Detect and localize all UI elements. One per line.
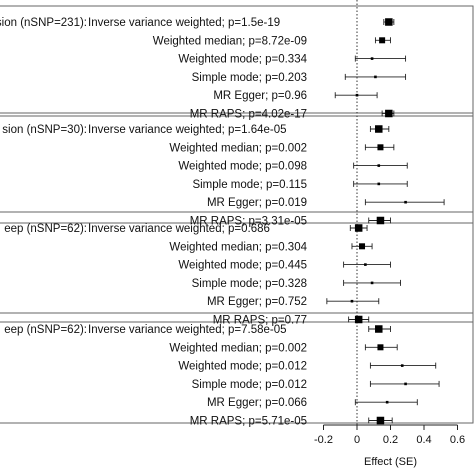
row-label: MR Egger; p=0.019: [207, 197, 307, 209]
point-estimate: [359, 243, 366, 250]
point-estimate: [376, 416, 385, 425]
row-label: Inverse variance weighted; p=1.64e-05: [88, 124, 287, 136]
point-estimate: [404, 200, 407, 204]
point-estimate: [379, 37, 386, 44]
point-estimate: [376, 216, 385, 225]
row-label: MR Egger; p=0.752: [207, 296, 307, 308]
point-estimate: [404, 382, 407, 386]
group-label-3: eep (nSNP=62):: [4, 223, 87, 235]
row-label: Weighted mode; p=0.334: [178, 54, 307, 66]
group-frame-4: [0, 312, 474, 424]
row-label: Inverse variance weighted; p=7.58e-05: [88, 324, 287, 336]
row-label: Weighted mode; p=0.445: [178, 260, 307, 272]
row-label: Weighted median; p=0.002: [169, 142, 307, 154]
row-label: MR RAPS; p=5.71e-05: [190, 416, 307, 428]
row-label: MR Egger; p=0.066: [207, 397, 307, 409]
x-tick-label: 0: [354, 434, 360, 446]
group-label-2: sion (nSNP=30):: [2, 124, 87, 136]
row-label: Weighted median; p=0.002: [169, 342, 307, 354]
row-label: Weighted median; p=8.72e-09: [153, 35, 307, 47]
x-axis: -0.2 0 0.2 0.4 0.6: [314, 424, 465, 446]
point-estimate: [370, 281, 374, 285]
x-axis-title: Effect (SE): [364, 456, 417, 468]
x-tick-label: 0.4: [416, 434, 431, 446]
row-label: Inverse variance weighted; p=1.5e-19: [88, 17, 280, 29]
group-frames: [0, 5, 474, 424]
row-label: Simple mode; p=0.012: [192, 379, 307, 391]
row-label: Weighted mode; p=0.098: [178, 161, 307, 173]
point-estimate: [385, 18, 393, 26]
x-tick-label: -0.2: [314, 434, 333, 446]
row-label: MR RAPS; p=4.02e-17: [190, 109, 307, 121]
point-estimate: [385, 400, 389, 404]
group-frame-2: [0, 112, 474, 224]
point-estimate: [375, 125, 383, 133]
point-estimate: [354, 315, 363, 324]
row-label: MR Egger; p=0.96: [213, 90, 307, 102]
x-tick-label: 0.6: [450, 434, 465, 446]
point-estimate: [375, 325, 383, 333]
row-label: MR RAPS; p=0.77: [213, 315, 307, 327]
point-estimate: [364, 263, 367, 266]
group-frame-3: [0, 211, 474, 323]
group-label-1: sion (nSNP=231):: [0, 17, 87, 29]
point-estimate: [374, 75, 377, 79]
point-estimate: [377, 144, 384, 151]
row-label: MR RAPS; p=3.31e-05: [190, 216, 307, 228]
point-estimate: [400, 364, 404, 367]
x-tick-label: 0.2: [383, 434, 398, 446]
point-estimate: [377, 182, 381, 186]
point-estimate: [355, 93, 359, 97]
point-estimate: [377, 164, 381, 167]
point-estimate: [377, 344, 384, 351]
point-estimate: [385, 109, 393, 118]
group-frame-1: [0, 5, 474, 117]
row-label: Weighted median; p=0.304: [169, 241, 307, 253]
point-estimate: [370, 57, 374, 60]
estimate-marks: [326, 18, 445, 425]
row-label: Simple mode; p=0.115: [192, 179, 307, 191]
row-label: Weighted mode; p=0.012: [178, 361, 307, 373]
row-label: Simple mode; p=0.328: [192, 278, 307, 290]
point-estimate: [354, 224, 363, 232]
row-labels: sion (nSNP=231): Inverse variance weighte…: [0, 17, 308, 428]
group-label-4: eep (nSNP=62):: [4, 324, 87, 336]
row-label: Inverse variance weighted; p=0.686: [88, 223, 270, 235]
point-estimate: [350, 299, 354, 303]
row-label: Simple mode; p=0.203: [192, 72, 307, 84]
